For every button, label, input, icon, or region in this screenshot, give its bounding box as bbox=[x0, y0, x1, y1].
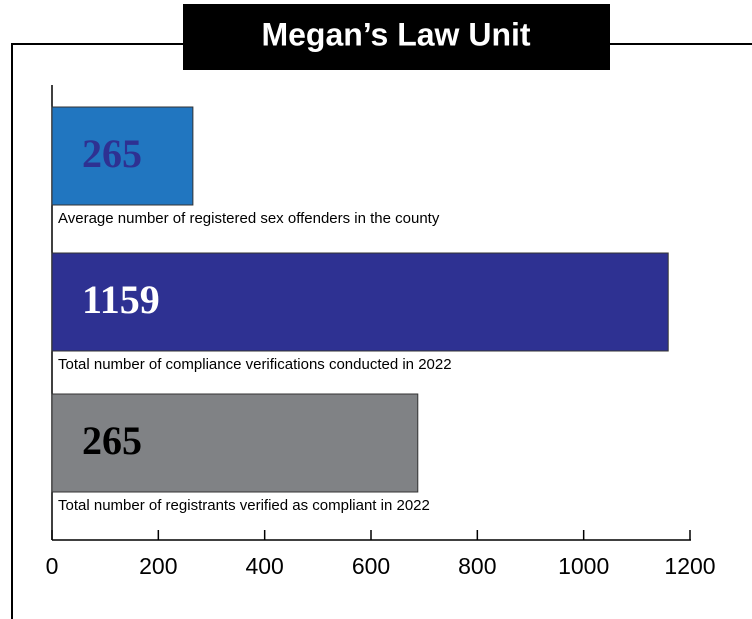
x-tick-label: 1200 bbox=[664, 553, 715, 579]
bar bbox=[51, 393, 419, 493]
bar bbox=[51, 252, 669, 352]
title-box bbox=[183, 4, 610, 70]
chart-title: Megan’s Law Unit bbox=[261, 16, 530, 52]
bar bbox=[51, 106, 194, 206]
x-tick-label: 200 bbox=[139, 553, 177, 579]
category-label: Total number of registrants verified as … bbox=[58, 497, 430, 514]
x-tick-label: 600 bbox=[352, 553, 390, 579]
bar-annotation: 1159 bbox=[82, 277, 160, 322]
x-tick-label: 0 bbox=[46, 553, 59, 579]
bar-annotation: 265 bbox=[82, 418, 142, 463]
bar-annotation: 265 bbox=[82, 131, 142, 176]
category-label: Average number of registered sex offende… bbox=[58, 210, 440, 227]
category-label: Total number of compliance verifications… bbox=[58, 356, 452, 373]
x-tick-label: 400 bbox=[245, 553, 283, 579]
x-tick-label: 1000 bbox=[558, 553, 609, 579]
x-tick-label: 800 bbox=[458, 553, 496, 579]
